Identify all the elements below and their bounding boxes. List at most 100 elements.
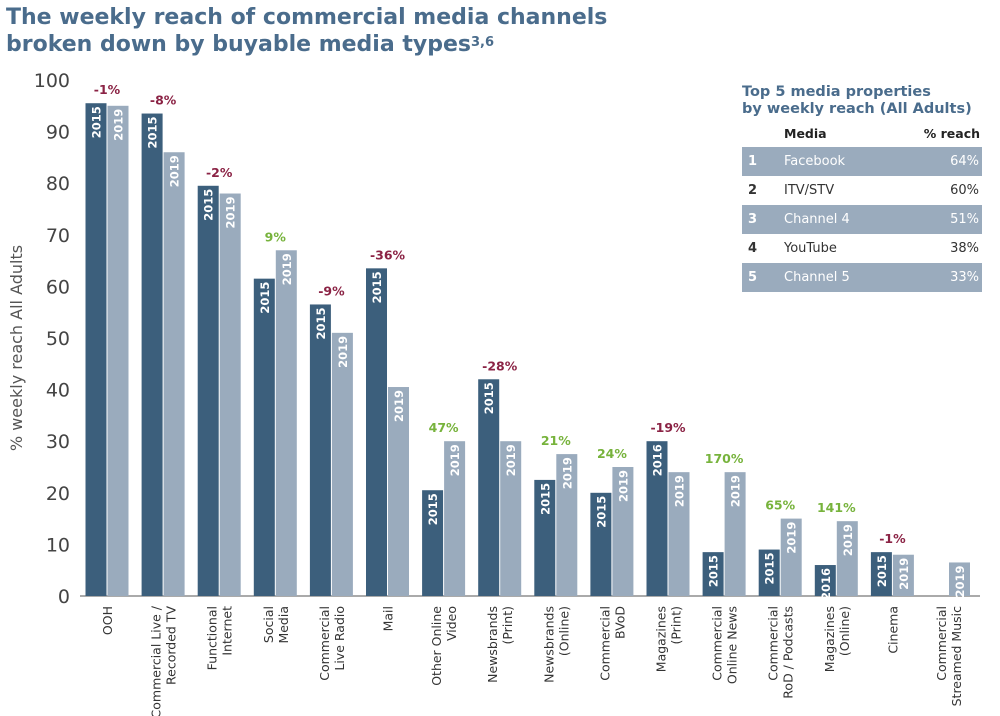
bar <box>275 250 297 596</box>
change-label: 47% <box>429 420 459 435</box>
top5-header-row: Media % reach <box>742 124 982 147</box>
change-label: -2% <box>206 165 233 180</box>
category-label: Commercial <box>766 606 781 681</box>
bar <box>556 454 578 596</box>
change-label: 24% <box>597 446 627 461</box>
chart-bars <box>85 103 970 597</box>
bar <box>388 387 409 596</box>
bar-year-label: 2015 <box>426 493 440 525</box>
category-label: (Print) <box>669 606 684 645</box>
bar <box>478 379 500 596</box>
bar-year-label: 2015 <box>482 382 496 414</box>
bar-year-label: 2019 <box>504 444 518 476</box>
top5-row: 2 ITV/STV 60% <box>742 176 982 205</box>
category-label: Video <box>444 606 459 641</box>
change-label: 170% <box>705 451 744 466</box>
bar <box>668 472 690 596</box>
top5-row: 4 YouTube 38% <box>742 234 982 263</box>
category-label: Live Radio <box>332 606 347 671</box>
category-label: Mail <box>381 606 396 631</box>
category-label: Other Online <box>429 606 444 686</box>
chart-labels: 2015 2019 -1% OOH 2015 2019 -8% Commercial Live… <box>90 82 968 716</box>
bar-year-label: 2019 <box>616 470 630 502</box>
y-tick-label: 90 <box>46 122 70 144</box>
top5-reach: 60% <box>888 176 982 205</box>
top5-row: 5 Channel 5 33% <box>742 263 982 292</box>
bar <box>780 518 802 596</box>
top5-media: Facebook <box>784 147 889 176</box>
bar <box>836 521 858 596</box>
change-label: 9% <box>265 229 287 244</box>
top5-row: 3 Channel 4 51% <box>742 205 982 234</box>
bar <box>253 278 275 596</box>
bar-year-label: 2019 <box>673 475 687 507</box>
bar <box>534 479 556 596</box>
bar <box>309 304 331 596</box>
category-label: Recorded TV <box>164 606 179 685</box>
category-label: (Print) <box>500 606 515 645</box>
bar-year-label: 2019 <box>560 457 574 489</box>
category-label: Newsbrands <box>541 606 556 683</box>
category-label: Functional <box>205 606 220 670</box>
bar-year-label: 2019 <box>280 253 294 285</box>
chart-title-line-2: broken down by buyable media types3,6 <box>6 31 706 58</box>
change-label: -36% <box>370 247 406 262</box>
category-label: OOH <box>100 606 115 635</box>
chart-title: The weekly reach of commercial media cha… <box>6 4 706 58</box>
bar <box>444 441 466 596</box>
bar <box>814 565 836 596</box>
top5-rank: 5 <box>742 263 784 292</box>
category-label: Commercial <box>317 606 332 681</box>
bar-year-label: 2019 <box>448 444 462 476</box>
bar-year-label: 2019 <box>224 197 238 229</box>
top5-title-line-1: Top 5 media properties <box>742 84 931 100</box>
bar <box>724 472 746 596</box>
change-label: -28% <box>482 358 518 373</box>
bar-year-label: 2019 <box>953 565 967 597</box>
category-label: Internet <box>220 606 235 656</box>
top5-media: YouTube <box>784 234 889 263</box>
bar <box>590 492 612 596</box>
chart-title-footnote: 3,6 <box>470 35 495 50</box>
y-axis-label: % weekly reach All Adults <box>7 245 26 451</box>
category-label: RoD / Podcasts <box>781 606 796 699</box>
bar-year-label: 2015 <box>90 106 104 138</box>
bar-year-label: 2019 <box>336 336 350 368</box>
top5-row: 1 Facebook 64% <box>742 147 982 176</box>
category-label: Cinema <box>885 606 900 654</box>
category-label: Social <box>261 606 276 643</box>
bar <box>646 441 668 596</box>
top5-col-media: Media <box>784 126 827 141</box>
y-tick-label: 80 <box>46 173 70 195</box>
top5-reach: 33% <box>888 263 982 292</box>
change-label: 21% <box>541 433 571 448</box>
top5-rank: 1 <box>742 147 784 176</box>
top5-reach: 64% <box>888 147 982 176</box>
bar-year-label: 2019 <box>392 390 406 422</box>
top5-panel: Top 5 media properties by weekly reach (… <box>742 84 982 292</box>
bar-year-label: 2019 <box>112 109 126 141</box>
bar <box>949 562 970 596</box>
top5-rank: 4 <box>742 234 784 263</box>
category-label: Magazines <box>822 606 837 672</box>
y-tick-label: 60 <box>46 276 70 298</box>
category-label: Media <box>276 606 291 644</box>
bar-year-label: 2015 <box>538 483 552 515</box>
bar <box>870 552 892 596</box>
change-label: -9% <box>318 283 345 298</box>
category-label: Newsbrands <box>485 606 500 683</box>
bar <box>107 105 129 597</box>
top5-title-line-2: by weekly reach (All Adults) <box>742 101 972 117</box>
y-tick-label: 50 <box>46 328 70 350</box>
category-label: Commercial <box>597 606 612 681</box>
change-label: -1% <box>879 531 906 546</box>
y-tick-label: 70 <box>46 225 70 247</box>
chart-title-line-1: The weekly reach of commercial media cha… <box>6 5 608 30</box>
bar-year-label: 2015 <box>707 555 721 587</box>
top5-media: ITV/STV <box>784 176 889 205</box>
bar <box>612 467 634 596</box>
category-label: Online News <box>725 606 740 684</box>
top5-col-reach: % reach <box>923 126 980 141</box>
change-label: 65% <box>765 498 795 513</box>
